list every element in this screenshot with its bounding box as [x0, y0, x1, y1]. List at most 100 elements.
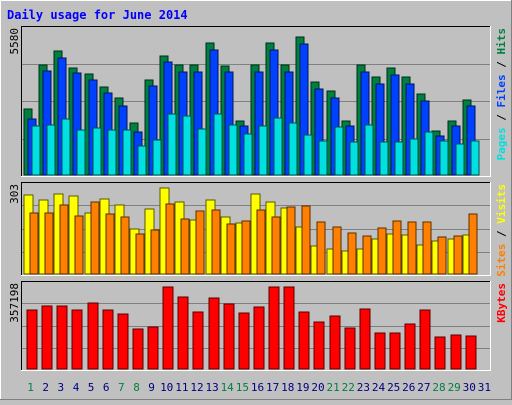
bar-sites-day-9 — [150, 229, 160, 275]
bar-sites-day-28 — [437, 236, 447, 275]
y-max-label: 303 — [8, 184, 21, 204]
legend-part: Visits — [495, 184, 508, 224]
bar-kbytes-day-19 — [298, 311, 310, 370]
day-label-6: 6 — [103, 381, 110, 394]
bar-pages-day-18 — [288, 122, 298, 176]
day-label-15: 15 — [236, 381, 249, 394]
bar-kbytes-day-26 — [404, 323, 416, 370]
series-legend-label: KBytes — [495, 283, 508, 323]
bar-kbytes-day-10 — [162, 286, 174, 370]
bar-sites-day-17 — [271, 216, 281, 275]
bar-kbytes-day-20 — [313, 321, 325, 370]
bar-sites-day-6 — [105, 213, 115, 275]
bar-kbytes-day-1 — [26, 309, 38, 370]
bar-pages-day-26 — [409, 138, 419, 176]
day-label-22: 22 — [342, 381, 355, 394]
day-label-30: 30 — [463, 381, 476, 394]
y-max-label: 357198 — [8, 283, 21, 323]
day-label-28: 28 — [432, 381, 445, 394]
bar-sites-day-13 — [211, 209, 221, 275]
legend-part: Files — [495, 74, 508, 107]
bar-pages-day-19 — [303, 134, 313, 176]
day-label-7: 7 — [118, 381, 125, 394]
legend-part: / — [495, 224, 508, 244]
bar-sites-day-14 — [226, 223, 236, 275]
bar-sites-day-30 — [468, 213, 478, 275]
day-label-27: 27 — [417, 381, 430, 394]
chart-panels: 5580 Pages / Files / Hits 303 Sites / Visit… — [8, 26, 508, 371]
bar-sites-day-22 — [347, 232, 357, 275]
bar-pages-day-10 — [167, 113, 177, 176]
series-legend-label: Pages / Files / Hits — [495, 28, 508, 161]
y-max-label: 5580 — [8, 28, 21, 55]
bar-kbytes-day-7 — [117, 313, 129, 370]
bar-kbytes-day-29 — [450, 334, 462, 370]
day-label-1: 1 — [27, 381, 34, 394]
day-label-23: 23 — [357, 381, 370, 394]
bar-pages-day-29 — [455, 143, 465, 176]
day-axis-labels: 1 2 3 4 5 6 7 8 9 10 11 12 13 14 15 16 17 18 19 20 21 22 23 24 2… — [27, 381, 491, 394]
bar-kbytes-day-15 — [238, 312, 250, 370]
bar-pages-day-4 — [76, 129, 86, 176]
panel-visits-sites: 303 Sites / Visits — [8, 182, 508, 277]
day-label-19: 19 — [296, 381, 309, 394]
bar-sites-day-23 — [362, 235, 372, 275]
bar-kbytes-day-25 — [389, 332, 401, 370]
bar-sites-day-20 — [316, 221, 326, 275]
series-legend-label: Sites / Visits — [495, 184, 508, 277]
day-label-9: 9 — [148, 381, 155, 394]
bar-kbytes-day-17 — [268, 286, 280, 370]
bar-kbytes-day-8 — [132, 328, 144, 370]
bar-sites-day-16 — [256, 209, 266, 275]
bar-pages-day-16 — [258, 125, 268, 176]
bar-kbytes-day-21 — [329, 315, 341, 370]
bar-sites-day-12 — [195, 210, 205, 275]
bar-kbytes-day-27 — [419, 309, 431, 370]
bar-kbytes-day-16 — [253, 306, 265, 370]
day-label-8: 8 — [133, 381, 140, 394]
series-kbytes — [26, 286, 477, 370]
bar-sites-day-5 — [90, 201, 100, 275]
day-label-4: 4 — [73, 381, 80, 394]
bar-pages-day-17 — [273, 117, 283, 176]
day-label-2: 2 — [42, 381, 49, 394]
bar-pages-day-25 — [394, 141, 404, 176]
bar-sites-day-19 — [301, 205, 311, 275]
day-label-12: 12 — [190, 381, 203, 394]
legend-part: Hits — [495, 28, 508, 55]
panel-kbytes: 357198 KBytes — [8, 281, 508, 371]
panel-pages-files-hits: 5580 Pages / Files / Hits — [8, 26, 508, 177]
bar-kbytes-day-23 — [359, 308, 371, 370]
bar-pages-day-12 — [197, 128, 207, 176]
bar-kbytes-day-28 — [434, 336, 446, 370]
bar-sites-day-27 — [422, 221, 432, 275]
bar-sites-day-26 — [407, 221, 417, 275]
bar-pages-day-2 — [46, 124, 56, 176]
bar-pages-day-11 — [182, 115, 192, 176]
bar-kbytes-day-30 — [465, 335, 477, 370]
bar-pages-day-30 — [470, 140, 480, 176]
bar-sites-day-18 — [286, 206, 296, 275]
series-sites — [29, 201, 478, 275]
bar-kbytes-day-24 — [374, 332, 386, 370]
bar-pages-day-1 — [31, 125, 41, 176]
bar-kbytes-day-11 — [177, 296, 189, 370]
bar-pages-day-28 — [439, 140, 449, 176]
bar-pages-day-13 — [213, 113, 223, 176]
bar-kbytes-day-6 — [102, 309, 114, 370]
legend-part: Pages — [495, 127, 508, 160]
bar-kbytes-day-14 — [223, 303, 235, 370]
bar-sites-day-29 — [453, 235, 463, 275]
day-label-21: 21 — [326, 381, 339, 394]
bar-sites-day-11 — [180, 218, 190, 275]
bar-pages-day-22 — [349, 141, 359, 176]
day-label-31: 31 — [478, 381, 491, 394]
bar-pages-day-3 — [61, 118, 71, 176]
bar-kbytes-day-12 — [192, 311, 204, 370]
bar-kbytes-day-9 — [147, 326, 159, 370]
bar-pages-day-20 — [318, 140, 328, 176]
chart-title: Daily usage for June 2014 — [7, 8, 188, 22]
bar-pages-day-14 — [228, 124, 238, 176]
day-label-17: 17 — [266, 381, 279, 394]
